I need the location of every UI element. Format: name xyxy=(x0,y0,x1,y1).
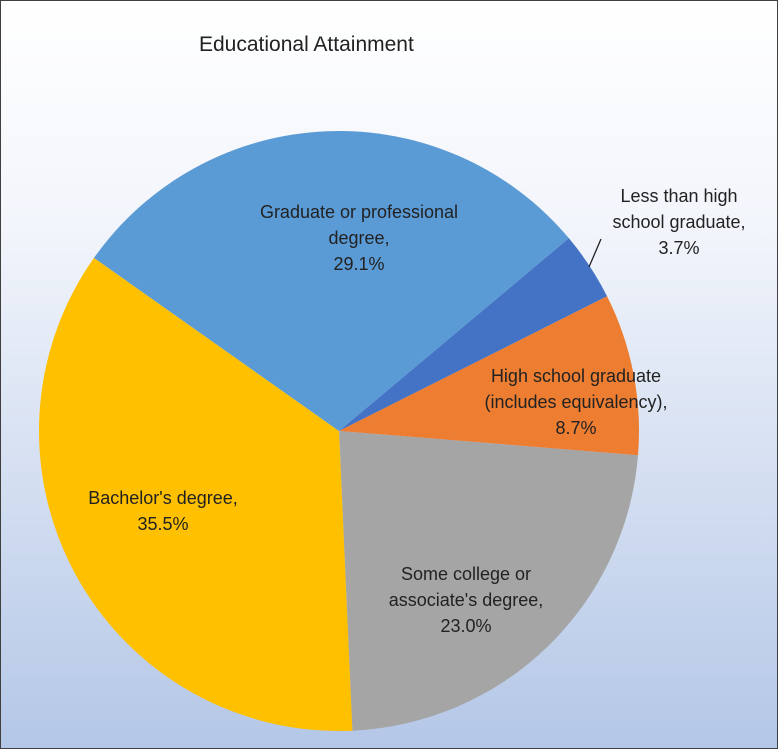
value-label: 23.0% xyxy=(440,616,492,636)
pie-slice xyxy=(339,296,639,456)
data-label: Graduate or professional degree, 29.1% xyxy=(259,199,459,277)
category-label: Graduate or professional degree, xyxy=(259,202,459,248)
value-label: 3.7% xyxy=(658,238,700,258)
data-label: Some college or associate's degree, 23.0% xyxy=(366,561,566,639)
category-label: Bachelor's degree, xyxy=(88,488,238,508)
pie-slice xyxy=(339,431,639,731)
category-label: Some college or associate's degree, xyxy=(388,564,544,610)
data-label: High school graduate (includes equivalen… xyxy=(456,363,696,441)
data-label: Less than high school graduate, 3.7% xyxy=(594,183,764,261)
pie-slice xyxy=(339,238,608,431)
category-label: High school graduate (includes equivalen… xyxy=(484,366,668,412)
data-label: Bachelor's degree, 35.5% xyxy=(53,485,273,537)
pie-slice xyxy=(38,257,353,732)
value-label: 8.7% xyxy=(555,418,597,438)
value-label: 35.5% xyxy=(137,514,189,534)
value-label: 29.1% xyxy=(333,254,385,274)
chart-title: Educational Attainment xyxy=(199,33,414,56)
leader-line xyxy=(588,238,602,268)
pie-slice xyxy=(93,130,569,432)
category-label: Less than high school graduate, xyxy=(612,186,746,232)
